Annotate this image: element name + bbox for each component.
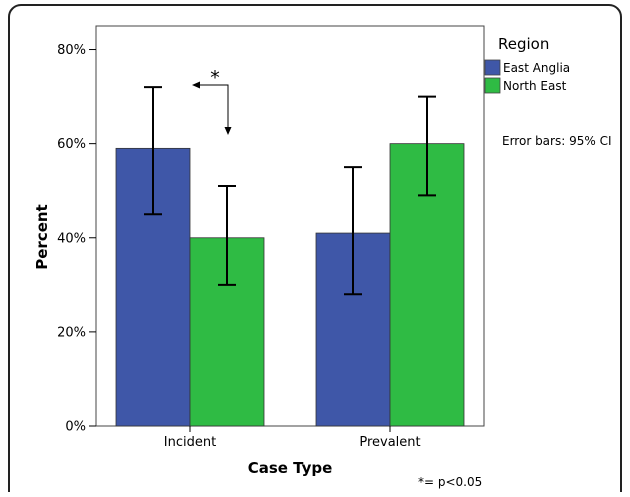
significance-annotation: *	[192, 67, 232, 135]
legend-title: Region	[498, 35, 549, 53]
legend-swatch-east-anglia	[484, 59, 501, 76]
significance-arrowhead-down	[224, 127, 232, 135]
y-tick-label: 60%	[57, 137, 86, 152]
x-axis-title: Case Type	[248, 459, 333, 477]
y-tick-label: 20%	[57, 325, 86, 340]
significance-note: *= p<0.05	[418, 475, 482, 489]
error-bars	[144, 86, 436, 296]
significance-marker: *	[210, 67, 220, 89]
y-tick-label: 80%	[57, 43, 86, 58]
y-tick-label: 0%	[65, 420, 86, 435]
x-tick-label: Prevalent	[359, 435, 420, 450]
y-axis-title: Percent	[33, 204, 51, 269]
plot-area	[95, 25, 485, 427]
outer-border	[8, 4, 622, 497]
legend-swatch-north-east	[484, 77, 501, 94]
legend: Region East Anglia North East	[484, 35, 570, 94]
error-bar-note: Error bars: 95% CI	[502, 134, 611, 148]
significance-arrow-line	[196, 84, 229, 131]
x-tick-label: Incident	[164, 435, 216, 450]
legend-label-east-anglia: East Anglia	[503, 61, 570, 75]
y-tick-label: 40%	[57, 231, 86, 246]
significance-arrowhead-left	[192, 81, 200, 89]
bars	[115, 143, 465, 427]
legend-label-north-east: North East	[503, 79, 567, 93]
y-axis-ticks: 0% 20% 40% 60% 80%	[57, 43, 96, 435]
x-axis-ticks: Incident Prevalent	[164, 426, 421, 450]
